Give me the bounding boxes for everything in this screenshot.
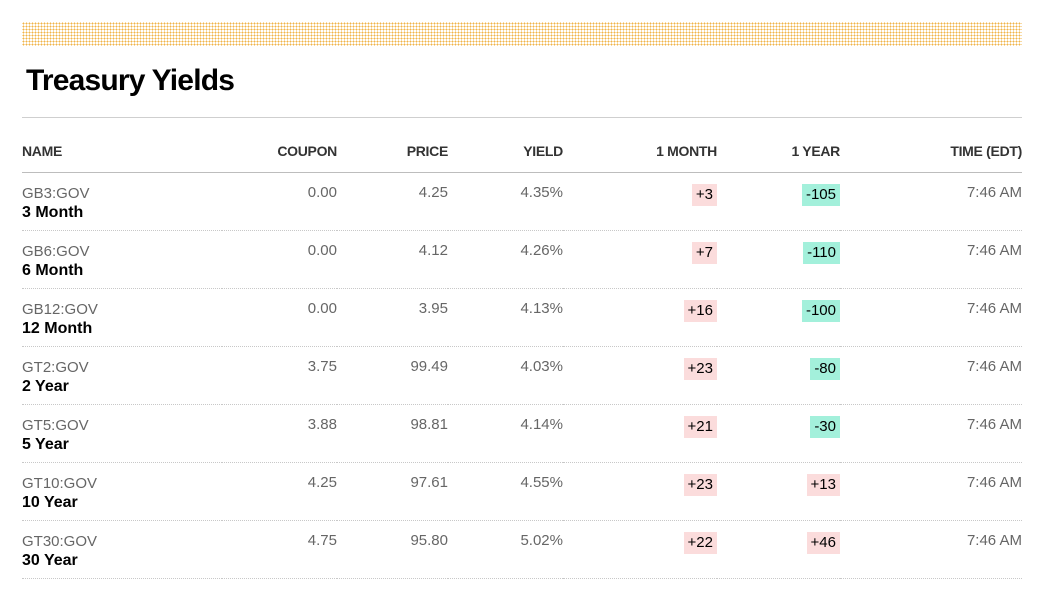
security-name[interactable]: 3 Month	[22, 204, 84, 221]
ticker-symbol[interactable]: GT5:GOV	[22, 417, 89, 434]
ticker-symbol[interactable]: GT30:GOV	[22, 533, 98, 550]
column-header-price: PRICE	[337, 130, 448, 173]
month-change-cell: +23	[563, 346, 717, 405]
column-header-yield: YIELD	[448, 130, 563, 173]
ticker-symbol[interactable]: GB6:GOV	[22, 243, 90, 260]
column-header-1-month: 1 MONTH	[563, 130, 717, 173]
security-name[interactable]: 6 Month	[22, 262, 84, 279]
price-cell: 98.81	[337, 404, 448, 463]
month-change-cell: +21	[563, 404, 717, 463]
coupon-cell: 0.00	[222, 288, 337, 347]
column-header-time: TIME (EDT)	[840, 130, 1022, 173]
year-change-cell: -110	[717, 230, 840, 289]
yield-cell: 4.55%	[448, 462, 563, 521]
column-header-name: NAME	[22, 130, 222, 173]
change-badge-positive: +46	[806, 532, 840, 554]
table-row[interactable]: GB3:GOV 3 Month 0.00 4.25 4.35% +3 -105 …	[22, 172, 1022, 231]
year-change-cell: -100	[717, 288, 840, 347]
ticker-symbol[interactable]: GT2:GOV	[22, 359, 89, 376]
yield-cell: 4.14%	[448, 404, 563, 463]
price-cell: 97.61	[337, 462, 448, 521]
table-row[interactable]: GT2:GOV 2 Year 3.75 99.49 4.03% +23 -80 …	[22, 346, 1022, 405]
coupon-cell: 3.75	[222, 346, 337, 405]
name-cell[interactable]: GT5:GOV 5 Year	[22, 404, 222, 463]
security-name[interactable]: 2 Year	[22, 378, 69, 395]
coupon-cell: 4.25	[222, 462, 337, 521]
year-change-cell: +13	[717, 462, 840, 521]
table-row[interactable]: GT30:GOV 30 Year 4.75 95.80 5.02% +22 +4…	[22, 520, 1022, 579]
change-badge-positive: +23	[683, 474, 717, 496]
divider	[22, 117, 1022, 118]
name-cell[interactable]: GB6:GOV 6 Month	[22, 230, 222, 289]
security-name[interactable]: 30 Year	[22, 552, 78, 569]
table-row[interactable]: GT5:GOV 5 Year 3.88 98.81 4.14% +21 -30 …	[22, 404, 1022, 463]
yield-cell: 4.03%	[448, 346, 563, 405]
month-change-cell: +3	[563, 172, 717, 231]
security-name[interactable]: 12 Month	[22, 320, 93, 337]
year-change-cell: -80	[717, 346, 840, 405]
price-cell: 99.49	[337, 346, 448, 405]
name-cell[interactable]: GB3:GOV 3 Month	[22, 172, 222, 231]
time-cell: 7:46 AM	[840, 346, 1022, 405]
month-change-cell: +23	[563, 462, 717, 521]
page-title: Treasury Yields	[26, 64, 235, 97]
coupon-cell: 0.00	[222, 230, 337, 289]
table-header-row: NAME COUPON PRICE YIELD 1 MONTH 1 YEAR T…	[22, 130, 1022, 173]
coupon-cell: 0.00	[222, 172, 337, 231]
name-cell[interactable]: GT2:GOV 2 Year	[22, 346, 222, 405]
decorative-pattern-bar	[22, 22, 1022, 46]
year-change-cell: +46	[717, 520, 840, 579]
time-cell: 7:46 AM	[840, 172, 1022, 231]
change-badge-positive: +7	[691, 242, 717, 264]
yield-cell: 4.13%	[448, 288, 563, 347]
ticker-symbol[interactable]: GT10:GOV	[22, 475, 98, 492]
change-badge-positive: +16	[683, 300, 717, 322]
year-change-cell: -30	[717, 404, 840, 463]
month-change-cell: +7	[563, 230, 717, 289]
ticker-symbol[interactable]: GB3:GOV	[22, 185, 90, 202]
time-cell: 7:46 AM	[840, 520, 1022, 579]
table-row[interactable]: GB12:GOV 12 Month 0.00 3.95 4.13% +16 -1…	[22, 288, 1022, 347]
time-cell: 7:46 AM	[840, 288, 1022, 347]
table-row[interactable]: GT10:GOV 10 Year 4.25 97.61 4.55% +23 +1…	[22, 462, 1022, 521]
treasury-yields-table: NAME COUPON PRICE YIELD 1 MONTH 1 YEAR T…	[22, 130, 1022, 579]
security-name[interactable]: 5 Year	[22, 436, 69, 453]
name-cell[interactable]: GT10:GOV 10 Year	[22, 462, 222, 521]
price-cell: 4.12	[337, 230, 448, 289]
ticker-symbol[interactable]: GB12:GOV	[22, 301, 98, 318]
change-badge-negative: -105	[801, 184, 840, 206]
yield-cell: 4.26%	[448, 230, 563, 289]
yield-cell: 5.02%	[448, 520, 563, 579]
name-cell[interactable]: GB12:GOV 12 Month	[22, 288, 222, 347]
table-row[interactable]: GB6:GOV 6 Month 0.00 4.12 4.26% +7 -110 …	[22, 230, 1022, 289]
coupon-cell: 3.88	[222, 404, 337, 463]
change-badge-negative: -110	[803, 242, 840, 264]
time-cell: 7:46 AM	[840, 462, 1022, 521]
time-cell: 7:46 AM	[840, 404, 1022, 463]
month-change-cell: +22	[563, 520, 717, 579]
month-change-cell: +16	[563, 288, 717, 347]
change-badge-positive: +22	[683, 532, 717, 554]
name-cell[interactable]: GT30:GOV 30 Year	[22, 520, 222, 579]
change-badge-positive: +23	[683, 358, 717, 380]
change-badge-negative: -100	[801, 300, 840, 322]
price-cell: 95.80	[337, 520, 448, 579]
security-name[interactable]: 10 Year	[22, 494, 78, 511]
column-header-1-year: 1 YEAR	[717, 130, 840, 173]
change-badge-negative: -30	[810, 416, 840, 438]
coupon-cell: 4.75	[222, 520, 337, 579]
yield-cell: 4.35%	[448, 172, 563, 231]
change-badge-positive: +13	[806, 474, 840, 496]
change-badge-positive: +3	[691, 184, 717, 206]
change-badge-negative: -80	[810, 358, 840, 380]
price-cell: 3.95	[337, 288, 448, 347]
change-badge-positive: +21	[683, 416, 717, 438]
price-cell: 4.25	[337, 172, 448, 231]
column-header-coupon: COUPON	[222, 130, 337, 173]
time-cell: 7:46 AM	[840, 230, 1022, 289]
year-change-cell: -105	[717, 172, 840, 231]
